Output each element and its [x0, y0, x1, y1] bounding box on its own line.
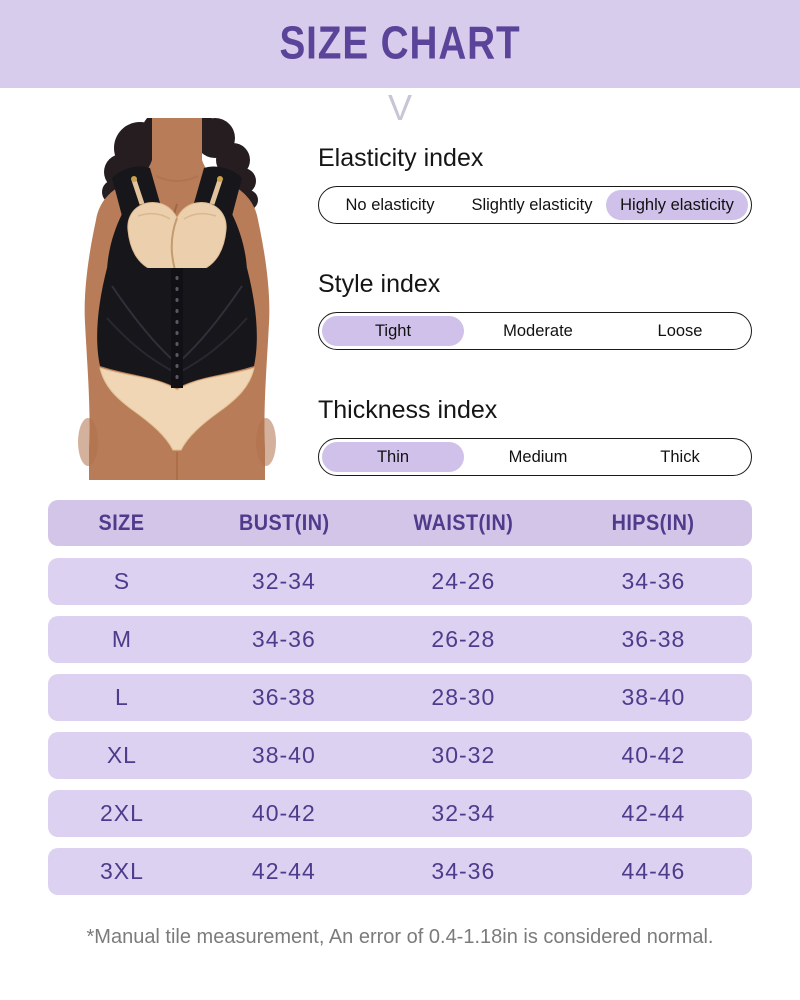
index-title: Thickness index: [318, 396, 498, 424]
index-option: Medium: [508, 447, 568, 466]
index-option: No elasticity: [345, 195, 435, 214]
column-header: HIPS(IN): [612, 510, 695, 535]
table-cell: 32-34: [251, 568, 316, 594]
product-model-photo: [52, 118, 302, 480]
index-option-bar: Thin Medium Thick: [318, 438, 752, 476]
index-option: Loose: [657, 321, 703, 340]
index-option-selected: Highly elasticity: [606, 190, 748, 220]
table-cell: S: [113, 568, 131, 594]
table-row: 2XL 40-42 32-34 42-44: [48, 790, 752, 837]
model-illustration: [78, 118, 276, 480]
table-cell: 28-30: [431, 684, 496, 710]
index-option-selected: Thin: [322, 442, 464, 472]
table-cell: 36-38: [251, 684, 316, 710]
index-option: Slightly elasticity: [471, 195, 593, 214]
table-row: M 34-36 26-28 36-38: [48, 616, 752, 663]
table-cell: 30-32: [431, 742, 496, 768]
table-cell: 34-36: [251, 626, 316, 652]
table-cell: 32-34: [431, 800, 496, 826]
column-header: BUST(IN): [238, 510, 330, 535]
table-cell: 38-40: [251, 742, 316, 768]
bra: [127, 176, 227, 273]
index-option-bar: Tight Moderate Loose: [318, 312, 752, 350]
table-cell: 26-28: [431, 626, 496, 652]
table-cell: 34-36: [621, 568, 686, 594]
size-table: SIZE BUST(IN) WAIST(IN) HIPS(IN) S 32-34 24-26…: [48, 500, 752, 906]
column-header: SIZE: [98, 510, 145, 535]
table-cell: 44-46: [621, 858, 686, 884]
index-option: Thick: [660, 447, 700, 466]
table-cell: 40-42: [251, 800, 316, 826]
index-title: Style index: [318, 270, 441, 298]
table-row: 3XL 42-44 34-36 44-46: [48, 848, 752, 895]
table-cell: 42-44: [621, 800, 686, 826]
table-cell: XL: [106, 742, 137, 768]
hook-placket: [171, 268, 183, 388]
table-row: S 32-34 24-26 34-36: [48, 558, 752, 605]
table-cell: 3XL: [99, 858, 144, 884]
table-cell: M: [111, 626, 132, 652]
index-panels: Elasticity index No elasticity Slightly el…: [318, 118, 752, 476]
table-header-row: SIZE BUST(IN) WAIST(IN) HIPS(IN): [48, 500, 752, 546]
index-option-bar: No elasticity Slightly elasticity Highly e…: [318, 186, 752, 224]
table-row: L 36-38 28-30 38-40: [48, 674, 752, 721]
table-cell: 34-36: [431, 858, 496, 884]
table-cell: L: [115, 684, 129, 710]
index-title: Elasticity index: [318, 144, 484, 172]
hook-closure: [175, 276, 179, 379]
header-banner: SIZE CHART: [0, 0, 800, 88]
table-cell: 40-42: [621, 742, 686, 768]
right-hand: [256, 418, 276, 466]
neck: [152, 118, 202, 170]
table-cell: 42-44: [251, 858, 316, 884]
table-cell: 24-26: [431, 568, 496, 594]
index-option: Moderate: [503, 321, 573, 340]
table-cell: 2XL: [99, 800, 144, 826]
page-title: SIZE CHART: [279, 17, 521, 70]
table-row: XL 38-40 30-32 40-42: [48, 732, 752, 779]
corset-seams: [106, 285, 248, 373]
panties: [99, 367, 255, 451]
chevron-down-icon: V: [387, 87, 412, 128]
footnote: *Manual tile measurement, An error of 0.…: [86, 926, 714, 948]
column-header: WAIST(IN): [413, 510, 514, 535]
table-cell: 38-40: [621, 684, 686, 710]
left-hand: [78, 418, 98, 466]
index-option-selected: Tight: [322, 316, 464, 346]
table-cell: 36-38: [621, 626, 686, 652]
